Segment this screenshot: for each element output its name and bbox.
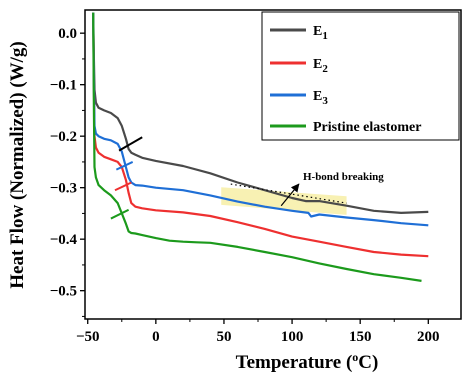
y-tick-label: 0.0 [58, 26, 77, 42]
legend: E1 E2 E3 Pristine elastomer [261, 11, 460, 141]
annotation-arrow [280, 183, 300, 207]
tangent-mark [110, 208, 130, 220]
y-axis: 0.0 −0.1 −0.2 −0.3 −0.4 −0.5 [50, 26, 85, 317]
y-axis-title: Heat Flow (Normalized) (W/g) [7, 41, 28, 288]
y-tick-label: −0.5 [50, 284, 77, 300]
annotation-label: H-bond breaking [303, 171, 384, 183]
annotation-layer: H-bond breaking [230, 171, 384, 207]
x-tick-label: −50 [76, 329, 100, 345]
x-axis: −50 0 50 100 150 200 [76, 319, 440, 345]
x-tick-label: 100 [281, 329, 304, 345]
x-tick-label: 150 [349, 329, 372, 345]
tangent-layer [110, 136, 143, 220]
legend-box [261, 11, 460, 141]
series-line-e2 [92, 12, 429, 258]
series-layer [92, 12, 429, 282]
x-axis-title: Temperature (oC) [236, 350, 379, 373]
legend-label-e1: E1 [313, 24, 328, 42]
plot-frame [84, 9, 462, 320]
y-tick-label: −0.1 [50, 78, 77, 94]
highlight-band [221, 187, 347, 215]
y-tick-label: −0.2 [50, 129, 77, 145]
series-line-pristine-elastomer [92, 12, 422, 282]
series-line-e3 [92, 12, 429, 227]
tangent-mark [114, 181, 132, 192]
tangent-mark [118, 136, 143, 152]
y-tick-label: −0.3 [50, 181, 77, 197]
x-tick-label: 50 [216, 329, 231, 345]
y-tick-label: −0.4 [50, 232, 78, 248]
legend-label-e3: E3 [313, 89, 328, 107]
legend-label-e2: E2 [313, 57, 328, 75]
legend-label-pristine: Pristine elastomer [313, 120, 421, 135]
tangent-mark [115, 161, 134, 171]
x-tick-label: 0 [152, 329, 160, 345]
x-tick-label: 200 [417, 329, 440, 345]
guide-dotted-line [230, 183, 347, 204]
series-line-e1 [92, 12, 429, 214]
highlight-layer [221, 187, 347, 215]
